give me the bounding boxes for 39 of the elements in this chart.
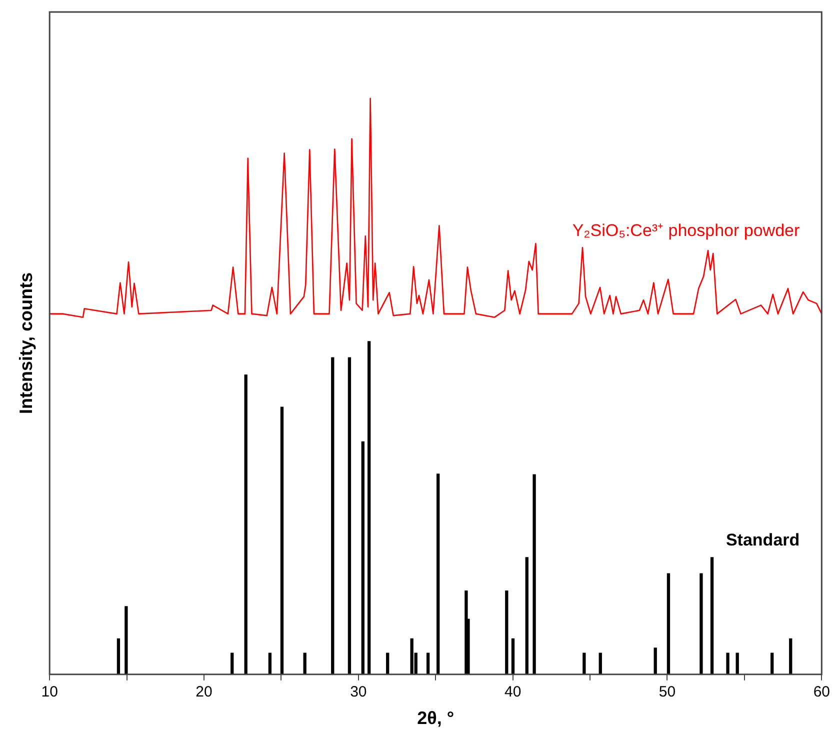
bar xyxy=(436,474,440,674)
bar xyxy=(511,638,515,674)
x-tick-label: 30 xyxy=(350,684,367,701)
x-axis-title: 2θ, ° xyxy=(417,708,454,728)
bar xyxy=(348,357,352,674)
bar xyxy=(700,573,703,674)
bar xyxy=(410,638,414,674)
bar xyxy=(361,441,364,674)
x-tick-label: 20 xyxy=(196,684,212,701)
bar xyxy=(582,652,586,674)
bar xyxy=(710,557,714,674)
x-tick-label: 50 xyxy=(658,684,676,701)
bar xyxy=(789,638,792,674)
bar xyxy=(368,341,371,674)
series-label: Standard xyxy=(726,530,800,550)
x-tick-label: 60 xyxy=(813,684,830,701)
bar xyxy=(666,573,670,674)
bar xyxy=(280,406,284,674)
bar xyxy=(505,590,508,674)
bar xyxy=(124,606,128,674)
x-tick-label: 10 xyxy=(41,684,58,701)
bar xyxy=(386,652,390,674)
bar xyxy=(426,652,430,674)
bar xyxy=(736,652,739,674)
bar xyxy=(116,638,120,674)
bar xyxy=(598,652,602,674)
bar xyxy=(230,652,234,674)
y-axis-title: Intensity, counts xyxy=(16,272,36,414)
bar xyxy=(268,652,272,674)
bar xyxy=(331,357,334,674)
series-label: Y₂SiO₅:Ce³⁺ phosphor powder xyxy=(572,220,800,240)
bar xyxy=(525,557,528,674)
bar xyxy=(654,648,657,674)
bar xyxy=(244,374,248,674)
bar xyxy=(303,652,306,674)
bar xyxy=(532,474,536,674)
x-tick-label: 40 xyxy=(504,684,522,701)
bar xyxy=(770,652,774,674)
bar xyxy=(726,652,730,674)
